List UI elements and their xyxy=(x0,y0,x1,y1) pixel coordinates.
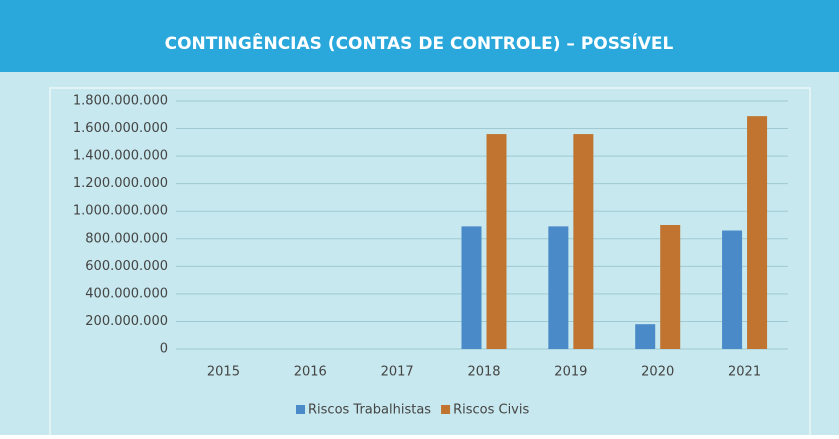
bar xyxy=(461,226,482,349)
y-tick-label: 1.400.000.000 xyxy=(73,149,168,164)
bar xyxy=(722,230,743,349)
bar xyxy=(635,324,656,349)
chart-title: CONTINGÊNCIAS (CONTAS DE CONTROLE) – POS… xyxy=(165,32,674,54)
y-tick-label: 1.600.000.000 xyxy=(73,121,168,136)
legend-label: Riscos Civis xyxy=(453,403,529,418)
bar xyxy=(747,116,768,350)
legend-label: Riscos Trabalhistas xyxy=(308,403,431,418)
y-tick-label: 600.000.000 xyxy=(85,259,168,274)
x-tick-label: 2016 xyxy=(294,365,327,380)
title-banner xyxy=(0,0,839,72)
y-tick-label: 400.000.000 xyxy=(85,286,168,301)
bar xyxy=(548,226,569,349)
y-tick-label: 800.000.000 xyxy=(85,231,168,246)
x-tick-label: 2015 xyxy=(207,365,240,380)
y-tick-label: 1.800.000.000 xyxy=(73,94,168,109)
plot-frame xyxy=(49,87,811,439)
y-tick-label: 1.000.000.000 xyxy=(73,204,168,219)
legend-swatch xyxy=(441,405,451,414)
legend-swatch xyxy=(296,405,305,414)
y-tick-label: 0 xyxy=(160,342,168,357)
y-tick-label: 200.000.000 xyxy=(85,314,168,329)
bar xyxy=(486,134,507,349)
y-tick-label: 1.200.000.000 xyxy=(73,176,168,191)
x-tick-label: 2017 xyxy=(381,365,414,380)
bar xyxy=(573,134,594,349)
x-tick-label: 2021 xyxy=(728,365,761,380)
x-tick-label: 2019 xyxy=(554,365,587,380)
bar xyxy=(660,225,681,349)
x-tick-label: 2018 xyxy=(467,365,500,380)
x-tick-label: 2020 xyxy=(641,365,674,380)
